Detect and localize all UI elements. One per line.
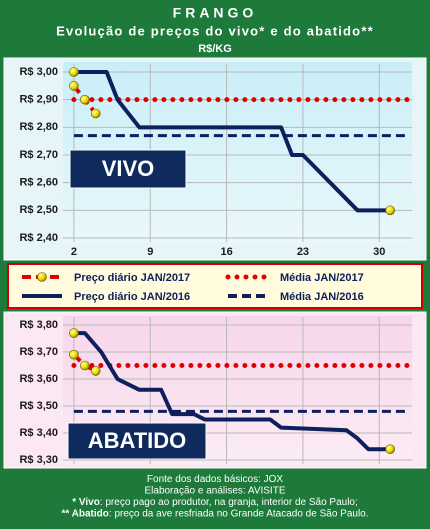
point-marker bbox=[80, 94, 90, 105]
title: FRANGO bbox=[173, 5, 258, 21]
point-marker bbox=[69, 328, 79, 338]
y-tick-label: R$ 2,60 bbox=[19, 177, 58, 189]
point-marker bbox=[90, 108, 101, 119]
point-marker bbox=[90, 366, 101, 376]
footer-text: : preço pago ao produtor, na granja, int… bbox=[100, 497, 358, 508]
point-marker bbox=[69, 67, 79, 77]
y-tick-label: R$ 3,80 bbox=[19, 319, 58, 331]
annotation: VIVO bbox=[102, 156, 155, 181]
footer-bold: ** Abatido bbox=[61, 508, 108, 519]
footer-text: : preço da ave resfriada no Grande Ataca… bbox=[109, 508, 369, 519]
x-tick-label: 23 bbox=[297, 246, 309, 258]
x-tick-label: 16 bbox=[220, 246, 232, 258]
y-tick-label: R$ 3,70 bbox=[19, 346, 58, 358]
point-marker bbox=[385, 444, 395, 455]
legend-label: Preço diário JAN/2017 bbox=[74, 272, 190, 284]
footer-bold: * Vivo bbox=[72, 497, 100, 508]
y-tick-label: R$ 3,60 bbox=[19, 373, 58, 385]
footer-note: Fonte dos dados básicos: JOX bbox=[147, 474, 284, 485]
x-tick-label: 2 bbox=[71, 246, 77, 258]
footer-note: ** Abatido: preço da ave resfriada no Gr… bbox=[61, 508, 368, 519]
y-tick-label: R$ 3,30 bbox=[19, 454, 58, 466]
point-marker bbox=[69, 349, 79, 360]
annotation-box bbox=[67, 422, 207, 460]
y-tick-label: R$ 3,50 bbox=[19, 400, 58, 412]
annotation: ABATIDO bbox=[88, 428, 187, 453]
point-marker bbox=[385, 205, 395, 216]
annotation-box bbox=[69, 149, 187, 189]
legend bbox=[7, 263, 423, 309]
price-line bbox=[73, 70, 391, 213]
footer-note: Elaboração e análises: AVISITE bbox=[144, 485, 285, 496]
y-tick-label: R$ 3,40 bbox=[19, 427, 58, 439]
legend-marker bbox=[37, 272, 47, 282]
point-marker bbox=[69, 81, 79, 91]
legend-label: Preço diário JAN/2016 bbox=[74, 291, 190, 303]
footer-text: Fonte dos dados básicos: JOX bbox=[147, 474, 284, 485]
point-marker bbox=[80, 360, 90, 371]
y-tick-label: R$ 2,90 bbox=[19, 94, 58, 106]
y-tick-label: R$ 3,00 bbox=[19, 66, 58, 78]
footer-text: Elaboração e análises: AVISITE bbox=[144, 485, 285, 496]
footer-note: * Vivo: preço pago ao produtor, na granj… bbox=[72, 497, 358, 508]
x-tick-label: 9 bbox=[147, 246, 153, 258]
subtitle: Evolução de preços do vivo* e do abatido… bbox=[56, 23, 374, 38]
legend-label: Média JAN/2017 bbox=[280, 272, 364, 284]
y-tick-label: R$ 2,80 bbox=[19, 121, 58, 133]
y-tick-label: R$ 2,40 bbox=[19, 232, 58, 244]
x-tick-label: 30 bbox=[373, 246, 385, 258]
price-line bbox=[73, 331, 391, 452]
y-tick-label: R$ 2,70 bbox=[19, 149, 58, 161]
unit: R$/KG bbox=[198, 43, 232, 55]
legend-label: Média JAN/2016 bbox=[280, 291, 364, 303]
y-tick-label: R$ 2,50 bbox=[19, 204, 58, 216]
